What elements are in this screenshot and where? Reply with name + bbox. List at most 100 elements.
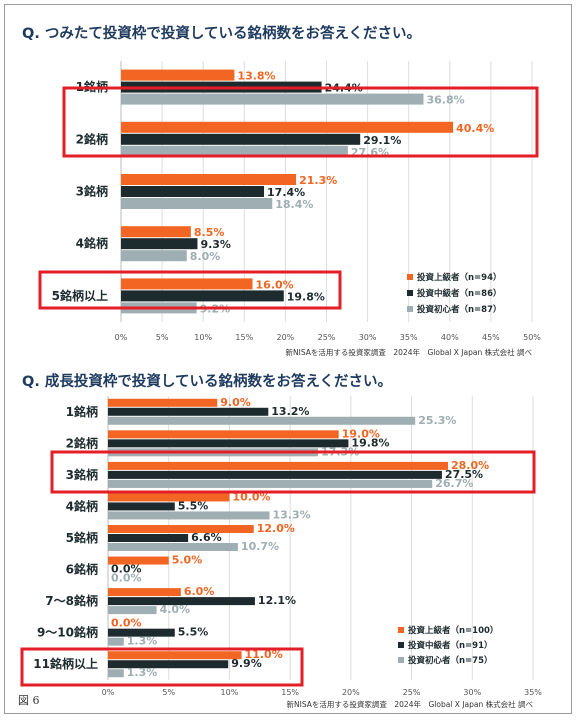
bar-intermediate	[121, 186, 265, 197]
legend-label: 投資初心者（n=87）	[417, 304, 502, 315]
data-label: 13.3%	[273, 508, 311, 521]
bar-intermediate	[121, 133, 361, 145]
bar-advanced	[108, 398, 218, 407]
x-tick-label: 40%	[441, 333, 459, 342]
legend-label: 投資上級者（n=94）	[417, 272, 502, 283]
data-label: 13.8%	[237, 70, 275, 83]
data-label: 17.4%	[267, 186, 305, 199]
category-label: 3銘柄	[66, 467, 98, 482]
bar-beginner	[108, 606, 157, 615]
data-label: 8.5%	[194, 226, 225, 239]
data-label: 5.5%	[178, 499, 209, 512]
data-label: 10.7%	[241, 540, 279, 553]
data-label: 1.3%	[127, 666, 158, 679]
bar-beginner	[121, 198, 273, 209]
chart-title: Q. 成長投資枠で投資している銘柄数をお答えください。	[22, 372, 392, 390]
data-label: 16.0%	[256, 278, 294, 291]
x-tick-label: 20%	[277, 333, 295, 342]
data-label: 10.0%	[232, 490, 270, 503]
category-label: 4銘柄	[76, 236, 108, 251]
legend-swatch	[398, 657, 404, 663]
legend-swatch	[407, 274, 413, 280]
data-label: 18.4%	[275, 198, 313, 211]
bar-advanced	[108, 461, 448, 470]
bar-intermediate	[108, 502, 175, 511]
data-label: 6.6%	[191, 531, 222, 544]
x-tick-label: 15%	[235, 333, 253, 342]
category-label: 5銘柄	[66, 530, 98, 545]
bar-beginner	[108, 511, 270, 520]
x-tick-label: 0%	[115, 333, 128, 342]
data-label: 13.2%	[271, 405, 309, 418]
bar-beginner	[108, 637, 124, 646]
bar-intermediate	[108, 470, 442, 479]
bar-intermediate	[108, 534, 189, 542]
bar-intermediate	[121, 238, 198, 250]
x-tick-label: 5%	[156, 333, 169, 342]
figure-label: 図 6	[18, 694, 40, 707]
data-label: 11.0%	[245, 648, 283, 661]
legend-label: 投資中級者（n=86）	[417, 288, 502, 299]
category-label: 5銘柄以上	[52, 288, 108, 303]
bar-advanced	[108, 493, 230, 502]
category-label: 11銘柄以上	[33, 656, 98, 671]
highlight-box	[20, 647, 304, 687]
x-tick-label: 10%	[221, 688, 239, 697]
bar-advanced	[108, 430, 339, 439]
bar-advanced	[108, 588, 181, 597]
x-tick-label: 50%	[523, 333, 541, 342]
x-tick-label: 10%	[194, 333, 212, 342]
category-label: 7〜8銘柄	[45, 593, 98, 608]
legend-swatch	[398, 627, 404, 633]
bar-beginner	[108, 479, 433, 488]
data-label: 0.0%	[111, 572, 142, 585]
bar-advanced	[121, 121, 454, 133]
category-label: 2銘柄	[66, 435, 98, 450]
data-label: 27.5%	[445, 468, 483, 481]
category-label: 4銘柄	[66, 498, 98, 513]
bar-beginner	[121, 93, 424, 105]
bar-intermediate	[121, 290, 284, 302]
bar-beginner	[108, 416, 416, 425]
category-label: 9〜10銘柄	[37, 625, 98, 640]
data-label: 19.8%	[351, 436, 389, 449]
x-tick-label: 35%	[524, 688, 542, 697]
data-label: 5.0%	[172, 554, 203, 567]
data-label: 12.0%	[257, 522, 295, 535]
highlight-box	[62, 86, 539, 158]
x-tick-label: 25%	[403, 688, 421, 697]
data-label: 9.3%	[200, 238, 231, 251]
x-tick-label: 0%	[102, 688, 115, 697]
x-tick-label: 30%	[359, 333, 377, 342]
legend-swatch	[407, 290, 413, 296]
data-label: 8.0%	[190, 250, 221, 263]
highlight-box	[38, 270, 342, 310]
data-label: 36.8%	[426, 94, 464, 107]
bar-beginner	[121, 145, 348, 157]
bar-intermediate	[108, 628, 175, 637]
legend-label: 投資初心者（n=75）	[408, 655, 493, 666]
data-label: 21.3%	[299, 174, 337, 187]
data-label: 29.1%	[363, 134, 401, 147]
bar-advanced	[121, 278, 253, 290]
bar-intermediate	[108, 439, 349, 448]
highlight-box	[50, 450, 536, 494]
data-label: 25.3%	[418, 414, 456, 427]
category-label: 6銘柄	[66, 562, 98, 577]
data-label: 19.0%	[342, 427, 380, 440]
figure-frame	[4, 4, 572, 714]
x-tick-label: 5%	[162, 688, 175, 697]
legend-label: 投資上級者（n=100）	[408, 625, 498, 636]
x-tick-label: 35%	[400, 333, 418, 342]
bar-beginner	[121, 250, 187, 262]
bar-advanced	[121, 174, 297, 185]
source-note: 新NISAを活用する投資家調査 2024年 Global X Japan 株式会…	[286, 347, 533, 357]
bar-beginner	[108, 669, 124, 678]
bar-advanced	[108, 556, 169, 565]
data-label: 9.0%	[220, 396, 251, 409]
legend-swatch	[407, 306, 413, 312]
data-label: 26.7%	[435, 477, 473, 490]
chart-title: Q. つみたて投資枠で投資している銘柄数をお答えください。	[22, 24, 421, 42]
data-label: 9.9%	[231, 657, 262, 670]
